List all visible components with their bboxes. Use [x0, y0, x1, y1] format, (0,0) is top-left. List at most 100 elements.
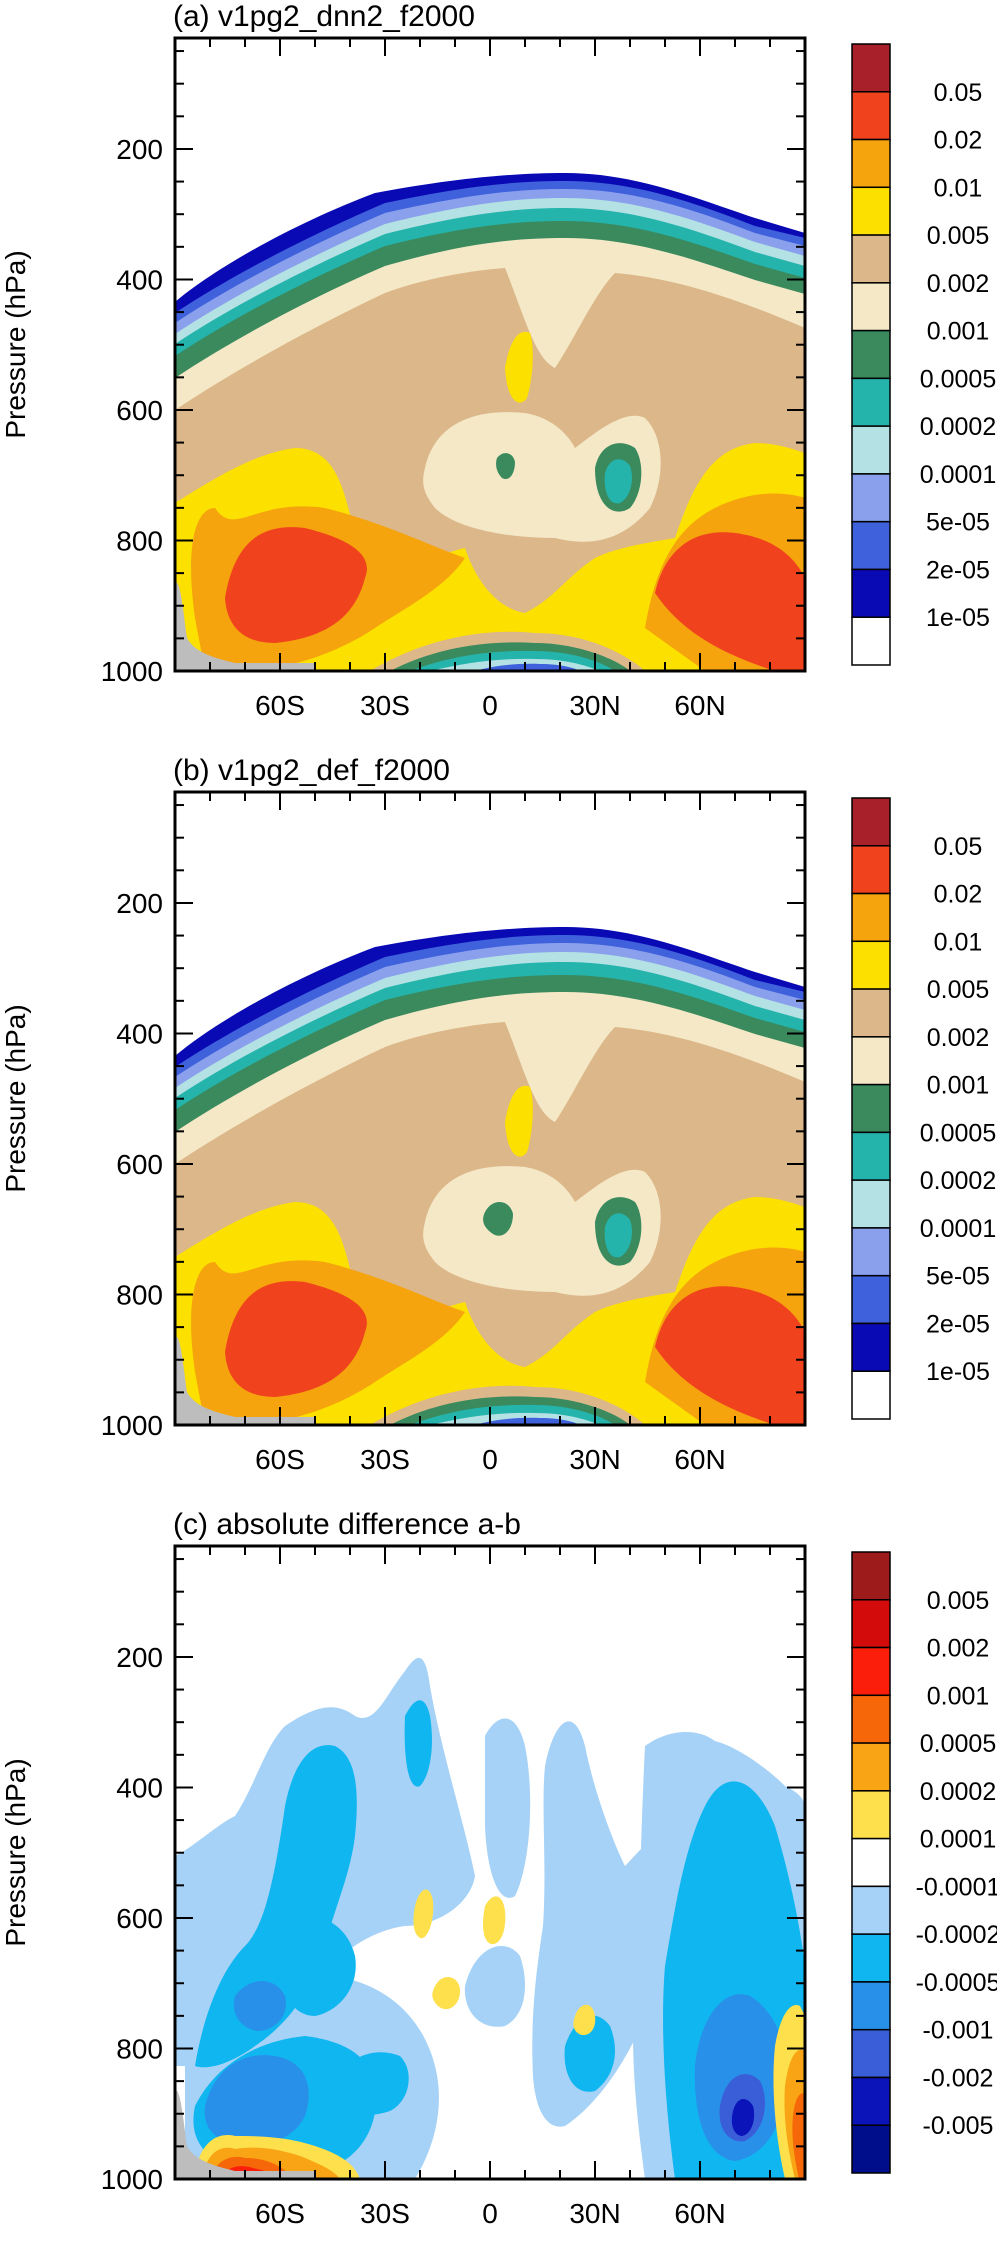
y-axis-label: Pressure (hPa) [0, 250, 31, 438]
legend-swatch [851, 186, 891, 236]
y-tick-label: 800 [116, 1279, 163, 1310]
legend-label: 0.05 [934, 79, 983, 107]
legend-swatch [851, 1131, 891, 1181]
y-tick-label: 400 [116, 1018, 163, 1049]
axes-b: 200 400 600 800 1000 60S 30S 0 30N 60N Pressure (h… [0, 792, 805, 1475]
legend-swatch [851, 1837, 891, 1888]
legend-label: 0.0001 [920, 1826, 996, 1854]
legend-swatch [851, 1981, 891, 2031]
y-tick-label: 800 [116, 2033, 163, 2064]
y-tick-label: 1000 [101, 1410, 163, 1441]
x-tick-label: 30N [569, 1444, 620, 1475]
legend-label: 0.0002 [920, 413, 996, 441]
legend-swatch [851, 1790, 891, 1840]
legend-label: 0.01 [934, 174, 983, 202]
legend-label: 5e-05 [926, 1263, 990, 1291]
legend-swatch [851, 2028, 891, 2079]
legend-swatch [851, 2124, 891, 2174]
legend-label: -0.002 [923, 2064, 994, 2092]
legend-swatch [851, 1083, 891, 1134]
x-tick-label: 60N [674, 1444, 725, 1475]
x-tick-label: 60S [255, 690, 305, 721]
legend-label: 0.01 [934, 928, 983, 956]
x-tick-label: 0 [482, 2198, 498, 2229]
x-tick-label: 0 [482, 1444, 498, 1475]
legend-label: 0.002 [927, 1024, 990, 1052]
legend-swatch [851, 377, 891, 427]
legend-label: 0.02 [934, 881, 983, 909]
legend-swatch [851, 988, 891, 1038]
legend-swatch [851, 1742, 891, 1792]
contour-field-c [175, 1546, 805, 2179]
y-tick-label: 600 [116, 1149, 163, 1180]
legend-swatch [851, 1227, 891, 1277]
legend-label: 0.005 [927, 1587, 990, 1615]
y-tick-label: 600 [116, 395, 163, 426]
panel-a: 200 400 600 800 1000 60S 30S 0 30N 60N Pressure (h… [0, 0, 996, 721]
legend-swatch [851, 1322, 891, 1372]
legend-label: -0.001 [923, 2017, 994, 2045]
legend-swatch [851, 1551, 891, 1601]
x-tick-label: 30N [569, 690, 620, 721]
legend-label: 0.0002 [920, 1167, 996, 1195]
legend-label: 0.001 [927, 318, 990, 346]
legend-label: 2e-05 [926, 1310, 990, 1338]
legend-label: -0.0001 [916, 1873, 997, 1901]
legend-swatch [851, 1933, 891, 1983]
legend-label: 5e-05 [926, 509, 990, 537]
legend-label: 0.0001 [920, 461, 996, 489]
legend-swatch [851, 91, 891, 141]
x-tick-label: 30S [360, 690, 410, 721]
legend-label: 0.02 [934, 127, 983, 155]
x-tick-label: 60S [255, 1444, 305, 1475]
legend-label: -0.0002 [916, 1921, 997, 1949]
legend-label: 0.0002 [920, 1778, 996, 1806]
contour-field-b [175, 792, 805, 1425]
legend-label: 1e-05 [926, 1358, 990, 1386]
legend-swatch [851, 1179, 891, 1229]
x-tick-label: 30N [569, 2198, 620, 2229]
legend-swatch [851, 1036, 891, 1086]
panel-b: 200 400 600 800 1000 60S 30S 0 30N 60N Pressure (h… [0, 754, 996, 1475]
contour-field-a [175, 38, 805, 671]
legend-label: 0.0005 [920, 365, 996, 393]
panel-c: 200 400 600 800 1000 60S 30S 0 30N 60N Pressure (h… [0, 1508, 997, 2229]
x-tick-label: 60N [674, 2198, 725, 2229]
legend-swatch [851, 568, 891, 618]
y-tick-label: 200 [116, 134, 163, 165]
panel-title-c: (c) absolute difference a-b [173, 1508, 521, 1541]
legend-swatch [851, 1274, 891, 1325]
legend-swatch [851, 1885, 891, 1935]
legend-swatch [851, 520, 891, 571]
x-tick-label: 60S [255, 2198, 305, 2229]
legend-swatch [851, 234, 891, 284]
legend-swatch [851, 1694, 891, 1744]
legend-swatch [851, 425, 891, 475]
y-tick-label: 400 [116, 264, 163, 295]
legend-swatch [851, 1646, 891, 1697]
x-tick-label: 60N [674, 690, 725, 721]
legend-swatch [851, 329, 891, 380]
legend-swatch [851, 797, 891, 847]
axes-c: 200 400 600 800 1000 60S 30S 0 30N 60N Pressure (h… [0, 1546, 805, 2229]
legend-a: 0.05 0.02 0.01 0.005 0.002 0.001 0.0005 0.0002 0… [851, 43, 996, 666]
legend-label: 0.0005 [920, 1730, 996, 1758]
legend-c: 0.005 0.002 0.001 0.0005 0.0002 0.0001 -0.0001… [851, 1551, 997, 2174]
legend-label: -0.0005 [916, 1969, 997, 1997]
y-tick-label: 1000 [101, 656, 163, 687]
legend-swatch [851, 1370, 891, 1420]
y-tick-label: 400 [116, 1772, 163, 1803]
axes-a: 200 400 600 800 1000 60S 30S 0 30N 60N Pressure (h… [0, 38, 805, 721]
legend-b: 0.05 0.02 0.01 0.005 0.002 0.001 0.0005 0.0002 0… [851, 797, 996, 1420]
legend-label: 0.0005 [920, 1119, 996, 1147]
y-tick-label: 1000 [101, 2164, 163, 2195]
legend-swatch [851, 282, 891, 332]
legend-swatch [851, 940, 891, 990]
legend-swatch [851, 43, 891, 93]
legend-label: 0.002 [927, 270, 990, 298]
x-tick-label: 0 [482, 690, 498, 721]
legend-swatch [851, 473, 891, 523]
legend-label: 0.001 [927, 1072, 990, 1100]
